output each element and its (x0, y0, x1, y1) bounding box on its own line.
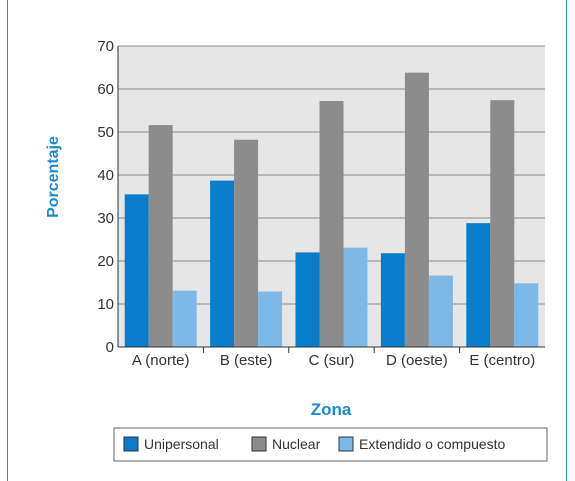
y-tick-label: 10 (97, 296, 114, 313)
x-tick-label: C (sur) (309, 352, 355, 369)
bar (380, 253, 405, 347)
axes (117, 46, 545, 353)
bar (295, 252, 320, 347)
bar (514, 283, 539, 347)
legend: Unipersonal Nuclear Extendido o compuesto (113, 427, 548, 462)
bar (148, 125, 173, 348)
bar (428, 275, 453, 347)
y-axis-label: Porcentaje (45, 136, 62, 218)
x-tick-labels: A (norte) B (este) C (sur) D (oeste) E (cent… (132, 352, 535, 369)
y-tick-label: 40 (97, 167, 114, 184)
y-tick-label: 0 (106, 339, 114, 356)
bar (404, 72, 429, 347)
legend-label: Extendido o compuesto (359, 436, 506, 452)
bar (258, 291, 283, 347)
y-tick-label: 70 (97, 38, 114, 55)
bar (124, 194, 149, 347)
bar (466, 223, 491, 347)
x-tick-label: E (centro) (469, 352, 535, 369)
bar (319, 101, 344, 347)
legend-label: Unipersonal (144, 436, 219, 452)
bars (124, 72, 539, 348)
bar (210, 180, 235, 347)
legend-swatch (251, 436, 267, 452)
legend-swatch (338, 436, 354, 452)
bar (234, 139, 259, 347)
x-axis-label: Zona (311, 400, 352, 419)
y-tick-label: 30 (97, 210, 114, 227)
legend-label: Nuclear (272, 436, 321, 452)
legend-box (113, 427, 548, 462)
x-tick-label: B (este) (220, 352, 273, 369)
y-tick-label: 20 (97, 253, 114, 270)
y-tick-labels: 0 10 20 30 40 50 60 70 (97, 38, 114, 356)
x-tick-label: A (norte) (132, 352, 190, 369)
y-tick-label: 50 (97, 124, 114, 141)
bar (490, 100, 515, 348)
legend-swatch (123, 436, 139, 452)
x-tick-label: D (oeste) (386, 352, 448, 369)
bar (172, 290, 197, 347)
bar (343, 247, 368, 347)
y-tick-label: 60 (97, 81, 114, 98)
